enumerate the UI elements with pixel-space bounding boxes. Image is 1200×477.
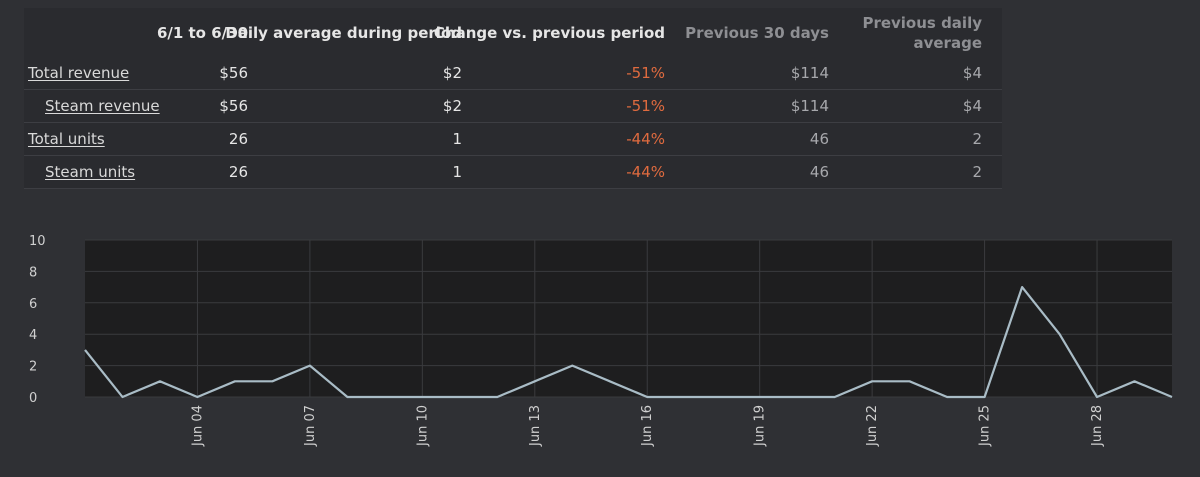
units-chart: 0 2 4 6 8 10 Jun 04 Jun 07 Jun 10 Jun 13 Jun 16 Jun… xyxy=(0,226,1200,473)
table-cell: $56 xyxy=(219,97,248,115)
y-tick-label: 8 xyxy=(29,265,37,280)
y-tick-label: 0 xyxy=(29,391,37,406)
x-tick-label: Jun 22 xyxy=(865,405,880,447)
header-previous-daily-average-label: Previous daily average xyxy=(862,13,982,52)
table-cell: 1 xyxy=(452,130,462,148)
table-row: Total revenue $56 $2 -51% $114 $4 xyxy=(24,57,1002,90)
table-cell: 1 xyxy=(452,163,462,181)
table-cell: 2 xyxy=(972,163,982,181)
change-cell: -44% xyxy=(626,163,665,181)
header-daily-average: Daily average during period xyxy=(225,23,462,42)
change-cell: -51% xyxy=(626,64,665,82)
table-cell: $2 xyxy=(442,64,462,82)
x-tick-label: Jun 28 xyxy=(1090,405,1105,447)
y-tick-label: 2 xyxy=(29,360,37,375)
stats-table: 6/1 to 6/30 Daily average during period … xyxy=(24,8,1002,189)
x-tick-label: Jun 07 xyxy=(303,405,318,447)
header-previous-daily-average: Previous daily average xyxy=(862,8,982,57)
series-line xyxy=(84,285,1173,399)
total-units-link[interactable]: Total units xyxy=(28,130,105,148)
x-tick-label: Jun 13 xyxy=(528,405,543,447)
plot-area xyxy=(85,240,1172,397)
total-revenue-link[interactable]: Total revenue xyxy=(28,64,130,82)
table-cell: $114 xyxy=(790,97,829,115)
line-chart-svg: 0 2 4 6 8 10 Jun 04 Jun 07 Jun 10 Jun 13 Jun 16 Jun… xyxy=(29,234,1173,447)
table-header-row: 6/1 to 6/30 Daily average during period … xyxy=(24,8,1002,57)
x-tick-label: Jun 10 xyxy=(415,405,430,447)
change-cell: -51% xyxy=(626,97,665,115)
table-row: Steam revenue $56 $2 -51% $114 $4 xyxy=(24,90,1002,123)
table-cell: 46 xyxy=(809,130,829,148)
table-cell: 26 xyxy=(228,163,248,181)
table-row: Steam units 26 1 -44% 46 2 xyxy=(24,156,1002,189)
header-previous-30-days: Previous 30 days xyxy=(685,23,829,42)
table-cell: 2 xyxy=(972,130,982,148)
steam-units-link[interactable]: Steam units xyxy=(45,163,136,181)
y-tick-label: 6 xyxy=(29,297,37,312)
y-tick-label: 10 xyxy=(29,234,46,249)
table-cell: 46 xyxy=(809,163,829,181)
x-tick-label: Jun 25 xyxy=(978,405,993,447)
table-cell: $56 xyxy=(219,64,248,82)
table-cell: $4 xyxy=(962,64,982,82)
table-row: Total units 26 1 -44% 46 2 xyxy=(24,123,1002,156)
table-cell: 26 xyxy=(228,130,248,148)
change-cell: -44% xyxy=(626,130,665,148)
x-tick-label: Jun 04 xyxy=(190,405,205,447)
header-change: Change vs. previous period xyxy=(433,23,665,42)
table-cell: $4 xyxy=(962,97,982,115)
header-period: 6/1 to 6/30 xyxy=(156,23,248,42)
table-cell: $114 xyxy=(790,64,829,82)
y-tick-label: 4 xyxy=(29,328,37,343)
x-tick-label: Jun 19 xyxy=(753,405,768,447)
x-tick-label: Jun 16 xyxy=(640,405,655,447)
table-cell: $2 xyxy=(442,97,462,115)
steam-revenue-link[interactable]: Steam revenue xyxy=(45,97,160,115)
